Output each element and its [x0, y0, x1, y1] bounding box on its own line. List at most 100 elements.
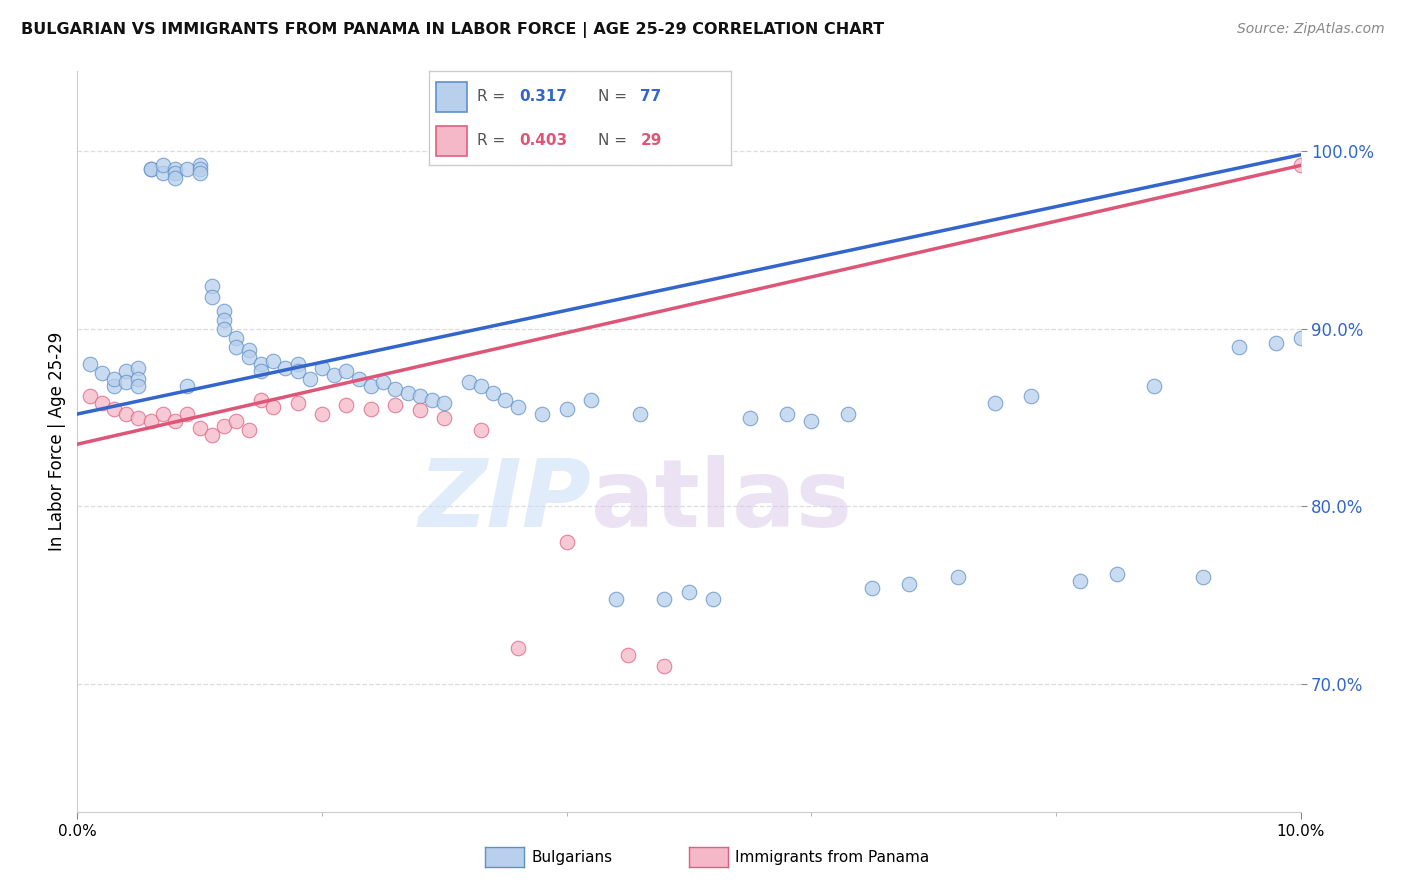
Y-axis label: In Labor Force | Age 25-29: In Labor Force | Age 25-29 — [48, 332, 66, 551]
Point — [225, 340, 247, 354]
Point — [862, 581, 884, 595]
Text: 77: 77 — [641, 89, 662, 104]
Point — [103, 378, 125, 392]
Point — [176, 378, 198, 392]
Text: 29: 29 — [641, 133, 662, 148]
Point — [1107, 566, 1129, 581]
Point — [165, 161, 187, 176]
Point — [371, 375, 394, 389]
Point — [1229, 340, 1251, 354]
Point — [225, 331, 247, 345]
Point — [212, 304, 235, 318]
Point — [188, 158, 211, 172]
Point — [1021, 389, 1043, 403]
Point — [90, 396, 112, 410]
Point — [628, 407, 651, 421]
Point — [165, 170, 187, 185]
Point — [495, 392, 517, 407]
Point — [212, 322, 235, 336]
Point — [188, 161, 211, 176]
Point — [311, 407, 333, 421]
Point — [250, 392, 273, 407]
Text: N =: N = — [598, 89, 631, 104]
Point — [201, 279, 224, 293]
Point — [152, 158, 174, 172]
Point — [212, 419, 235, 434]
Point — [654, 591, 676, 606]
Point — [139, 414, 162, 428]
Point — [702, 591, 724, 606]
Point — [555, 401, 578, 416]
Point — [898, 577, 921, 591]
Point — [262, 353, 284, 368]
Point — [433, 396, 456, 410]
Point — [238, 343, 260, 357]
Point — [1289, 158, 1312, 172]
Point — [127, 378, 149, 392]
Text: 0.403: 0.403 — [520, 133, 568, 148]
Point — [139, 161, 162, 176]
Text: N =: N = — [598, 133, 631, 148]
Point — [457, 375, 479, 389]
Point — [409, 403, 432, 417]
Point — [127, 371, 149, 385]
Point — [384, 398, 406, 412]
Point — [837, 407, 859, 421]
Point — [482, 385, 505, 400]
Text: Source: ZipAtlas.com: Source: ZipAtlas.com — [1237, 22, 1385, 37]
Point — [776, 407, 799, 421]
Point — [176, 161, 198, 176]
Point — [360, 378, 382, 392]
Point — [555, 534, 578, 549]
Point — [188, 421, 211, 435]
Point — [188, 165, 211, 179]
Point — [396, 385, 419, 400]
Point — [115, 375, 138, 389]
Point — [103, 371, 125, 385]
Text: R =: R = — [477, 133, 510, 148]
Point — [103, 401, 125, 416]
Text: BULGARIAN VS IMMIGRANTS FROM PANAMA IN LABOR FORCE | AGE 25-29 CORRELATION CHART: BULGARIAN VS IMMIGRANTS FROM PANAMA IN L… — [21, 22, 884, 38]
Point — [287, 357, 309, 371]
Text: 0.317: 0.317 — [520, 89, 568, 104]
Text: R =: R = — [477, 89, 510, 104]
Point — [347, 371, 370, 385]
Point — [238, 350, 260, 364]
Point — [470, 378, 492, 392]
Point — [262, 400, 284, 414]
Point — [1289, 331, 1312, 345]
Point — [201, 428, 224, 442]
Point — [79, 389, 101, 403]
Point — [946, 570, 969, 584]
Point — [212, 313, 235, 327]
Point — [360, 401, 382, 416]
Point — [115, 407, 138, 421]
Point — [605, 591, 627, 606]
Point — [311, 360, 333, 375]
Point — [90, 366, 112, 380]
Text: Bulgarians: Bulgarians — [531, 850, 613, 864]
Point — [165, 414, 187, 428]
Point — [176, 407, 198, 421]
Point — [531, 407, 554, 421]
Point — [506, 641, 529, 656]
Point — [274, 360, 297, 375]
Point — [506, 400, 529, 414]
Point — [420, 392, 443, 407]
Point — [225, 414, 247, 428]
Point — [323, 368, 346, 382]
Point — [201, 290, 224, 304]
Point — [800, 414, 823, 428]
Point — [409, 389, 432, 403]
Point — [1069, 574, 1091, 588]
Point — [152, 407, 174, 421]
Point — [984, 396, 1007, 410]
Point — [287, 396, 309, 410]
Point — [127, 360, 149, 375]
Point — [384, 382, 406, 396]
Point — [654, 659, 676, 673]
Point — [298, 371, 321, 385]
Point — [617, 648, 640, 663]
Point — [250, 364, 273, 378]
Text: Immigrants from Panama: Immigrants from Panama — [735, 850, 929, 864]
